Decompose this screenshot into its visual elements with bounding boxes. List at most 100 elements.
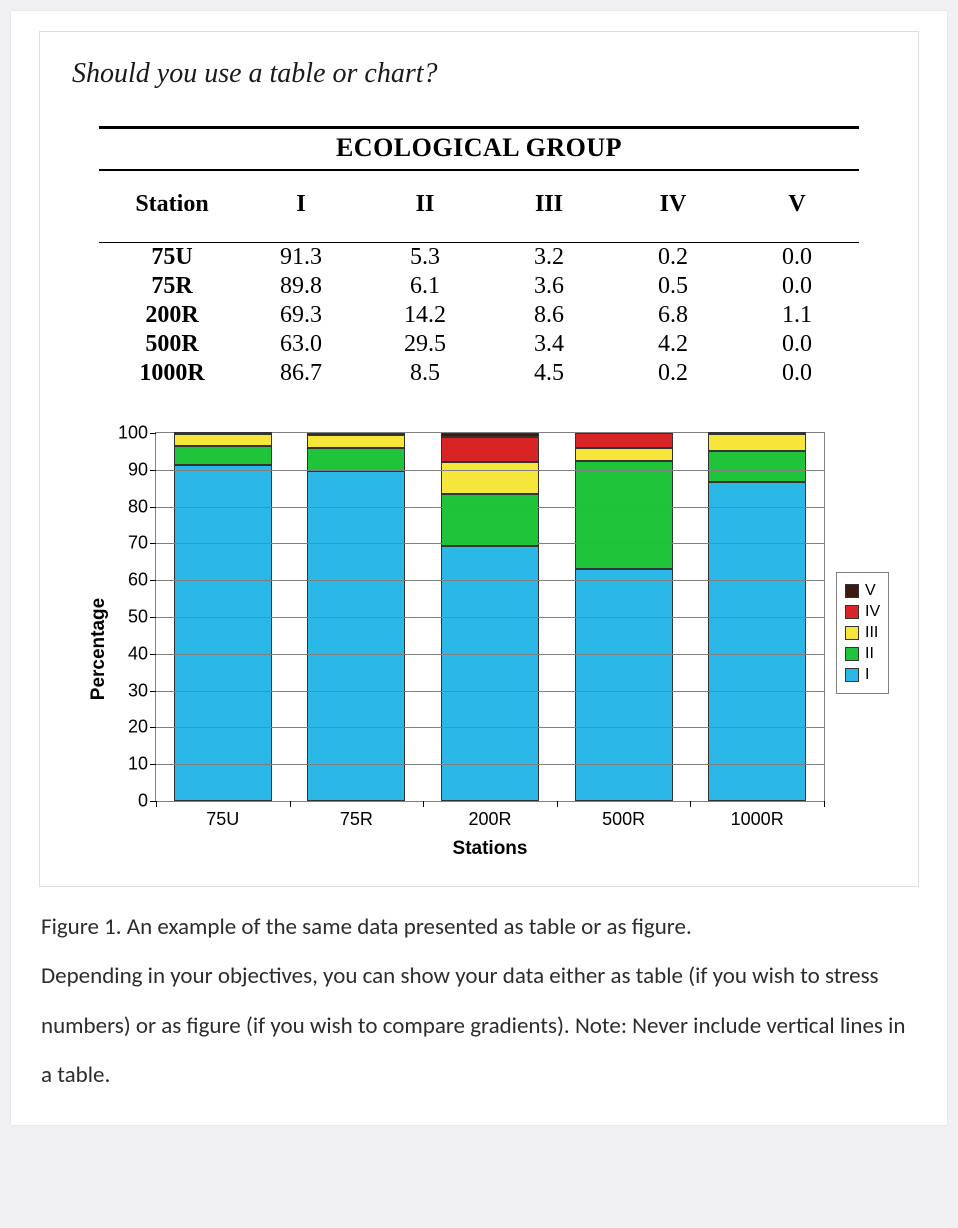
- col-header: I: [239, 191, 363, 218]
- x-tick-mark: [156, 801, 157, 807]
- x-tick-mark: [290, 801, 291, 807]
- col-header: IV: [611, 191, 735, 218]
- x-tick-label: 500R: [602, 801, 645, 830]
- col-header: V: [735, 191, 859, 218]
- bar-segment-IV: [575, 433, 673, 448]
- bar-segment-III: [441, 462, 539, 494]
- gridline: [156, 654, 824, 655]
- value-cell: 91.3: [239, 244, 363, 271]
- bar-segment-I: [575, 569, 673, 801]
- gridline: [156, 764, 824, 765]
- table-row: 75R89.86.13.60.50.0: [99, 272, 859, 301]
- legend-swatch-icon: [845, 584, 859, 598]
- x-axis-label: Stations: [155, 838, 825, 860]
- bar-segment-IV: [441, 437, 539, 462]
- bar-segment-I: [441, 546, 539, 801]
- y-tick-mark: [150, 617, 156, 618]
- gridline: [156, 617, 824, 618]
- bar-segment-II: [307, 448, 405, 470]
- x-tick-mark: [423, 801, 424, 807]
- value-cell: 0.2: [611, 244, 735, 271]
- col-header: Station: [99, 191, 239, 218]
- value-cell: 0.0: [735, 273, 859, 300]
- legend-item: II: [845, 645, 880, 663]
- y-tick-mark: [150, 691, 156, 692]
- caption-line: Depending in your objectives, you can sh…: [41, 952, 917, 1100]
- value-cell: 89.8: [239, 273, 363, 300]
- station-cell: 1000R: [99, 360, 239, 387]
- y-tick-mark: [150, 507, 156, 508]
- table-row: 75U91.35.33.20.20.0: [99, 243, 859, 272]
- value-cell: 3.2: [487, 244, 611, 271]
- bar-segment-I: [708, 482, 806, 801]
- value-cell: 14.2: [363, 302, 487, 329]
- legend-item: IV: [845, 603, 880, 621]
- station-cell: 75R: [99, 273, 239, 300]
- table-supertitle: ECOLOGICAL GROUP: [99, 129, 859, 169]
- legend-label: II: [865, 645, 874, 663]
- bar-segment-II: [174, 446, 272, 466]
- bar-segment-III: [575, 448, 673, 461]
- legend-swatch-icon: [845, 647, 859, 661]
- bar-segment-III: [174, 434, 272, 446]
- bar-segment-II: [708, 451, 806, 482]
- col-header: II: [363, 191, 487, 218]
- y-tick-mark: [150, 580, 156, 581]
- value-cell: 0.0: [735, 244, 859, 271]
- y-tick-mark: [150, 727, 156, 728]
- gridline: [156, 691, 824, 692]
- value-cell: 5.3: [363, 244, 487, 271]
- gridline: [156, 470, 824, 471]
- legend-swatch-icon: [845, 626, 859, 640]
- y-axis-label: Percentage: [88, 598, 110, 700]
- page: Should you use a table or chart? ECOLOGI…: [10, 10, 948, 1126]
- bar-segment-III: [307, 435, 405, 448]
- value-cell: 0.0: [735, 360, 859, 387]
- legend-swatch-icon: [845, 668, 859, 682]
- value-cell: 6.1: [363, 273, 487, 300]
- caption-line: Figure 1. An example of the same data pr…: [41, 903, 917, 952]
- bar-segment-I: [174, 465, 272, 801]
- bar-segment-I: [307, 471, 405, 801]
- y-tick-mark: [150, 764, 156, 765]
- figure-box: Should you use a table or chart? ECOLOGI…: [39, 31, 919, 887]
- legend-item: I: [845, 666, 880, 684]
- value-cell: 8.6: [487, 302, 611, 329]
- station-cell: 200R: [99, 302, 239, 329]
- plot-area: 75U75R200R500R1000R 01020304050607080901…: [155, 432, 825, 802]
- x-tick-mark: [557, 801, 558, 807]
- x-tick-label: 1000R: [731, 801, 784, 830]
- y-tick-mark: [150, 433, 156, 434]
- page-heading: Should you use a table or chart?: [72, 58, 886, 90]
- value-cell: 29.5: [363, 331, 487, 358]
- y-tick-mark: [150, 654, 156, 655]
- gridline: [156, 727, 824, 728]
- data-table: ECOLOGICAL GROUP Station I II III IV V 7…: [99, 126, 859, 388]
- legend: VIVIIIIII: [836, 572, 889, 694]
- value-cell: 0.2: [611, 360, 735, 387]
- table-row: 500R63.029.53.44.20.0: [99, 330, 859, 359]
- value-cell: 3.4: [487, 331, 611, 358]
- legend-label: III: [865, 624, 878, 642]
- legend-item: V: [845, 582, 880, 600]
- bar-segment-II: [441, 494, 539, 546]
- value-cell: 0.5: [611, 273, 735, 300]
- x-tick-label: 75U: [206, 801, 239, 830]
- x-tick-mark: [824, 801, 825, 807]
- value-cell: 6.8: [611, 302, 735, 329]
- y-tick-mark: [150, 470, 156, 471]
- legend-label: IV: [865, 603, 880, 621]
- legend-label: I: [865, 666, 869, 684]
- x-tick-label: 75R: [340, 801, 373, 830]
- legend-item: III: [845, 624, 880, 642]
- value-cell: 3.6: [487, 273, 611, 300]
- station-cell: 500R: [99, 331, 239, 358]
- y-tick-mark: [150, 543, 156, 544]
- station-cell: 75U: [99, 244, 239, 271]
- value-cell: 4.2: [611, 331, 735, 358]
- figure-caption: Figure 1. An example of the same data pr…: [41, 903, 917, 1101]
- value-cell: 0.0: [735, 331, 859, 358]
- stacked-bar-chart: Percentage 75U75R200R500R1000R 010203040…: [60, 424, 900, 874]
- legend-label: V: [865, 582, 876, 600]
- bar-segment-III: [708, 434, 806, 451]
